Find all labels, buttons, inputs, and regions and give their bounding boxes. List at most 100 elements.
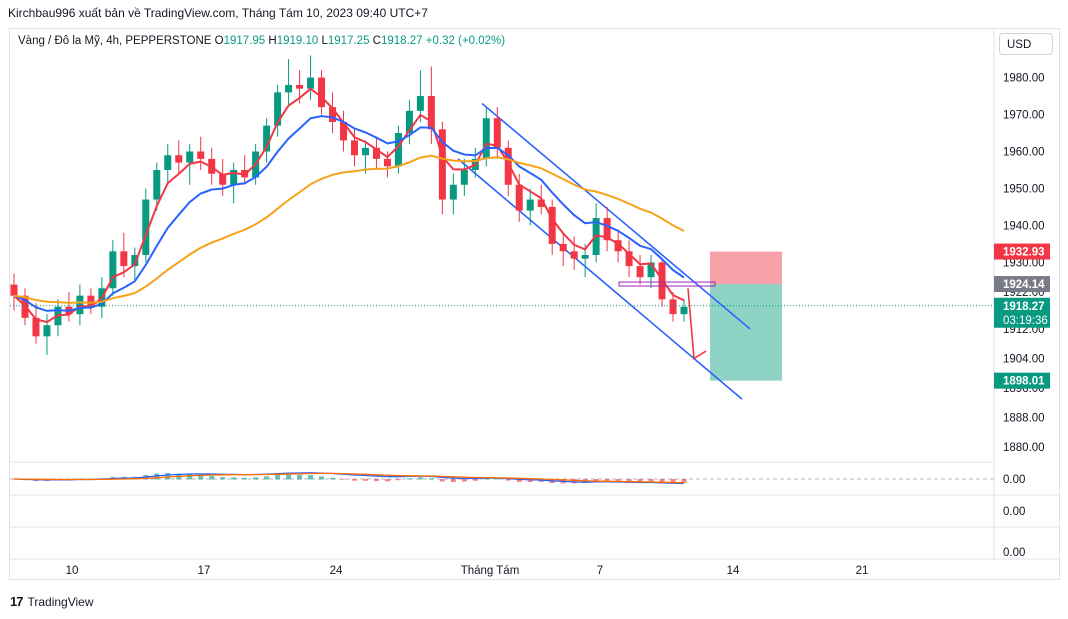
candle-body: [318, 77, 326, 108]
oscillator-bar: [637, 479, 643, 483]
candle-body: [175, 155, 183, 163]
oscillator-bar: [187, 473, 193, 480]
oscillator-bar: [231, 477, 237, 480]
time-tick-label: 14: [727, 565, 740, 577]
oscillator-bar: [472, 479, 478, 481]
price-marker-label: 1898.01: [1003, 376, 1045, 388]
candle-body: [427, 96, 435, 130]
price-tick-label: 1970.00: [1003, 110, 1045, 122]
candle-body: [537, 199, 545, 207]
oscillator-tick-label: 0.00: [1003, 547, 1025, 559]
publisher-line: Kirchbau996 xuất bản về TradingView.com,…: [8, 6, 428, 20]
candle-body: [493, 118, 501, 148]
oscillator-bar: [670, 479, 676, 483]
oscillator-bar: [395, 479, 401, 481]
candle-body: [416, 96, 424, 111]
candle-body: [559, 243, 567, 252]
oscillator-tick-label: 0.00: [1003, 474, 1025, 486]
price-marker-label: 1924.14: [1003, 279, 1045, 291]
moving-average-line: [13, 87, 685, 324]
price-marker-label: 1918.27: [1003, 301, 1045, 313]
symbol-legend: Vàng / Đô la Mỹ, 4h, PEPPERSTONE O1917.9…: [18, 35, 505, 47]
candle-body: [482, 118, 490, 159]
oscillator-bar: [439, 479, 445, 482]
candle-body: [669, 299, 677, 315]
price-marker-box: [994, 243, 1050, 260]
oscillator-bar: [308, 475, 314, 480]
candle-body: [263, 125, 271, 152]
candle-body: [614, 240, 622, 252]
channel-lower-line: [457, 158, 743, 400]
legend-open-label: O: [214, 35, 224, 47]
legend-change: +0.32 (+0.02%): [425, 35, 506, 47]
oscillator-bar: [648, 479, 654, 482]
candle-body: [350, 140, 358, 156]
candle-body: [581, 255, 589, 259]
price-tick-label: 1960.00: [1003, 147, 1045, 159]
candle-body: [405, 110, 413, 134]
candle-body: [10, 284, 18, 296]
oscillator-bar: [373, 479, 379, 482]
candle-body: [131, 255, 139, 267]
down-arrow-icon: [687, 288, 707, 360]
footer-logo-text: TradingView: [27, 594, 94, 609]
oscillator-bar: [604, 479, 610, 482]
entry-level-box: [618, 281, 716, 287]
oscillator-bar: [505, 479, 511, 481]
candle-body: [526, 199, 534, 211]
currency-button[interactable]: USD: [999, 33, 1053, 55]
candle-body: [43, 325, 51, 337]
oscillator-bar: [593, 479, 599, 482]
candle-body: [296, 84, 304, 89]
candle-body: [570, 251, 578, 259]
time-tick-label: 21: [856, 565, 869, 577]
oscillator-bar: [428, 478, 434, 480]
oscillator-bar: [626, 479, 632, 482]
oscillator-bar: [253, 477, 259, 480]
oscillator-bar: [681, 479, 687, 483]
oscillator-bar: [341, 479, 347, 480]
price-marker-label: 1932.93: [1003, 247, 1045, 259]
price-tick-label: 1940.00: [1003, 220, 1045, 232]
candle-body: [636, 266, 644, 278]
oscillator-bar: [264, 476, 270, 480]
oscillator-tick-label: 0.00: [1003, 506, 1025, 518]
oscillator-bar: [483, 478, 489, 480]
candle-body: [625, 251, 633, 267]
oscillator-bar: [286, 474, 292, 480]
price-tick-label: 1904.00: [1003, 354, 1045, 366]
signal-line: [13, 472, 685, 484]
moving-average-line: [13, 154, 685, 304]
oscillator-bar: [330, 477, 336, 480]
oscillator-bar: [242, 477, 248, 480]
legend-high: 1919.10: [276, 35, 319, 47]
candle-body: [32, 317, 40, 337]
candle-body: [307, 77, 315, 89]
price-tick-label: 1888.00: [1003, 413, 1045, 425]
candle-body: [109, 251, 117, 289]
candle-body: [76, 295, 84, 315]
time-tick-label: 10: [66, 565, 79, 577]
candle-body: [383, 158, 391, 167]
legend-open: 1917.95: [223, 35, 266, 47]
candle-body: [329, 107, 337, 122]
candle-body: [548, 206, 556, 244]
candle-body: [449, 184, 457, 200]
legend-high-label: H: [268, 35, 277, 47]
oscillator-bar: [297, 474, 303, 480]
legend-close-label: C: [372, 35, 381, 47]
legend-low-label: L: [321, 35, 328, 47]
tradingview-logo-icon: 17: [10, 594, 24, 609]
candle-body: [460, 169, 468, 185]
candle-body: [274, 92, 282, 126]
candle-body: [647, 262, 655, 278]
oscillator-bar: [165, 473, 171, 480]
channel-upper-line: [481, 102, 751, 330]
candle-body: [372, 147, 380, 159]
moving-average-line: [13, 115, 685, 312]
candle-body: [120, 251, 128, 267]
time-tick-label: 7: [597, 565, 603, 577]
oscillator-bar: [494, 478, 500, 480]
oscillator-bar: [450, 479, 456, 483]
